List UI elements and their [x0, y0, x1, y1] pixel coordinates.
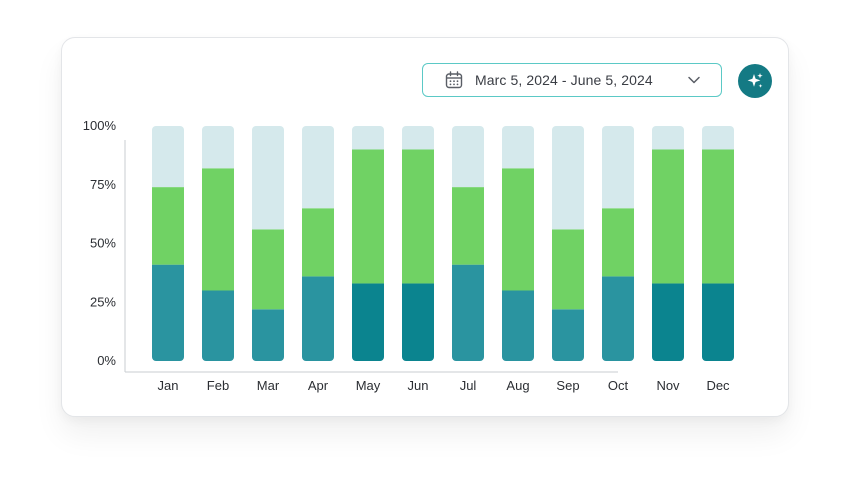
bar-segment-top	[202, 126, 234, 169]
bar-group-mar	[252, 126, 284, 361]
bar-group-dec	[702, 126, 734, 361]
x-tick-label: Oct	[608, 378, 629, 393]
date-range-label: Marc 5, 2024 - June 5, 2024	[475, 72, 653, 88]
bar-segment-bottom	[152, 264, 184, 361]
date-range-picker[interactable]: Marc 5, 2024 - June 5, 2024	[422, 63, 722, 97]
bar-segment-top	[602, 126, 634, 209]
y-tick-label: 100%	[83, 118, 117, 133]
bar-segment-middle	[352, 149, 384, 284]
bar-group-feb	[202, 126, 234, 361]
bar-segment-middle	[502, 168, 534, 291]
bar-group-apr	[302, 126, 334, 361]
bar-group-oct	[602, 126, 634, 361]
bar-segment-middle	[602, 208, 634, 277]
bar-group-sep	[552, 126, 584, 361]
bar-segment-top	[302, 126, 334, 209]
bar-segment-top	[252, 126, 284, 230]
bar-segment-bottom	[252, 309, 284, 361]
bar-segment-bottom	[402, 283, 434, 361]
bar-segment-bottom	[452, 264, 484, 361]
bar-segment-middle	[302, 208, 334, 277]
x-tick-label: Mar	[257, 378, 280, 393]
y-tick-label: 25%	[90, 294, 116, 309]
bar-segment-middle	[552, 229, 584, 310]
bar-segment-bottom	[202, 290, 234, 361]
bar-group-jun	[402, 126, 434, 361]
bar-segment-top	[702, 126, 734, 150]
bar-segment-bottom	[652, 283, 684, 361]
bar-segment-top	[502, 126, 534, 169]
calendar-icon	[445, 71, 463, 89]
bar-group-may	[352, 126, 384, 361]
ai-insights-button[interactable]	[738, 64, 772, 98]
x-tick-label: Sep	[556, 378, 579, 393]
x-tick-label: Jan	[158, 378, 179, 393]
bar-segment-middle	[252, 229, 284, 310]
bar-segment-bottom	[602, 276, 634, 361]
bar-segment-top	[152, 126, 184, 188]
bar-segment-top	[452, 126, 484, 188]
bar-segment-top	[652, 126, 684, 150]
bar-segment-top	[352, 126, 384, 150]
bar-segment-top	[402, 126, 434, 150]
bar-segment-bottom	[302, 276, 334, 361]
y-tick-label: 0%	[97, 353, 116, 368]
chevron-down-icon	[688, 76, 700, 84]
bar-segment-middle	[202, 168, 234, 291]
bar-segment-bottom	[352, 283, 384, 361]
y-tick-label: 75%	[90, 177, 116, 192]
bar-segment-middle	[402, 149, 434, 284]
bar-segment-middle	[652, 149, 684, 284]
bar-segment-middle	[452, 187, 484, 265]
bar-segment-bottom	[552, 309, 584, 361]
y-tick-label: 50%	[90, 236, 116, 251]
bar-segment-middle	[152, 187, 184, 265]
x-tick-label: Aug	[506, 378, 529, 393]
bar-segment-bottom	[702, 283, 734, 361]
bar-segment-bottom	[502, 290, 534, 361]
x-tick-label: May	[356, 378, 381, 393]
x-tick-label: Jun	[408, 378, 429, 393]
x-tick-label: Apr	[308, 378, 329, 393]
x-tick-label: Dec	[706, 378, 730, 393]
bar-group-jan	[152, 126, 184, 361]
x-tick-label: Jul	[460, 378, 477, 393]
bar-segment-top	[552, 126, 584, 230]
bar-group-nov	[652, 126, 684, 361]
sparkles-icon	[747, 73, 763, 88]
bar-segment-middle	[702, 149, 734, 284]
bar-group-aug	[502, 126, 534, 361]
x-tick-label: Feb	[207, 378, 229, 393]
bar-group-jul	[452, 126, 484, 361]
x-tick-label: Nov	[656, 378, 680, 393]
